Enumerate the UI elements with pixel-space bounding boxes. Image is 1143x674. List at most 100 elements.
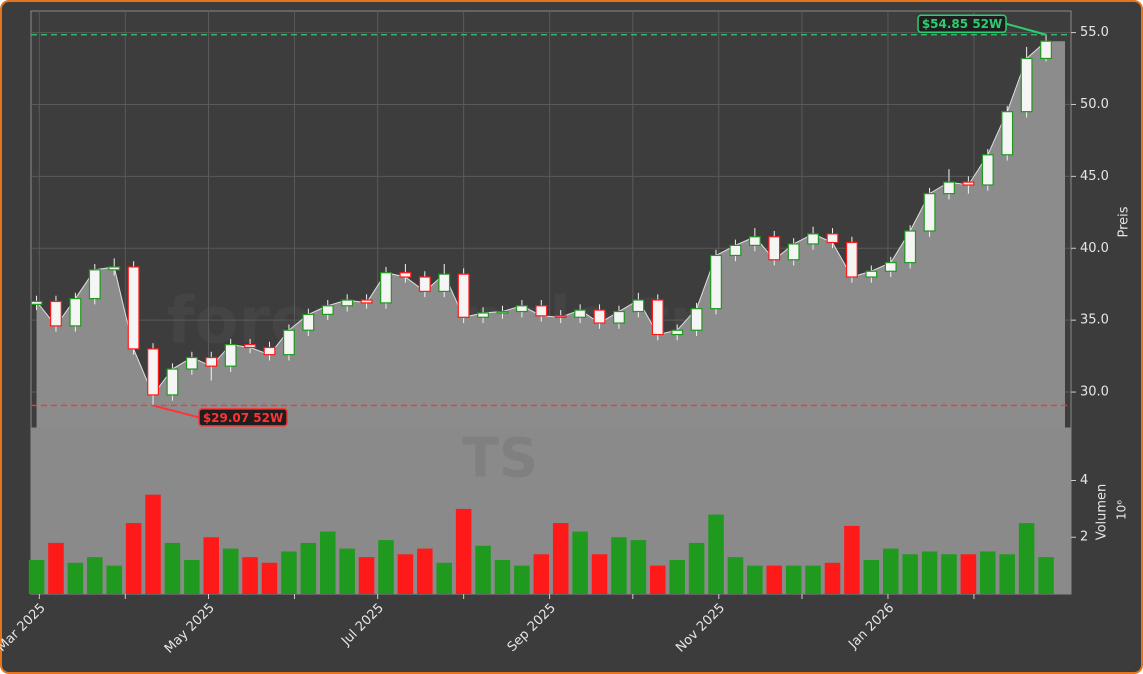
candle-body [768, 236, 781, 261]
candle-body [923, 193, 936, 232]
volume-bar [319, 531, 336, 594]
annotation-arrow [1005, 22, 1047, 36]
volume-bar [242, 557, 258, 594]
candle-body [826, 233, 839, 244]
volume-bar [941, 554, 957, 594]
candle-body [321, 305, 334, 316]
candle-body [1040, 40, 1052, 60]
y2-tick-label: 4 [1080, 473, 1088, 488]
annotation-label: $29.07 52W [203, 411, 283, 425]
volume-bar [475, 545, 491, 594]
candle-body [147, 348, 159, 396]
volume-bar [591, 554, 608, 594]
candle-body [205, 356, 218, 367]
volume-bar [650, 565, 666, 594]
candle-body [302, 313, 315, 331]
candle-body [341, 299, 354, 307]
volume-bar [1038, 557, 1054, 594]
candle-body [457, 273, 470, 318]
volume-bar [572, 531, 588, 594]
volume-bar [87, 557, 103, 594]
y-tick-label: 40.0 [1080, 241, 1109, 256]
candle-body [69, 297, 82, 327]
volume-bar [145, 494, 161, 594]
candle-body [981, 154, 994, 186]
y-tick-label: 55.0 [1080, 25, 1109, 40]
candle-body [535, 305, 548, 317]
volume-bar [397, 554, 414, 594]
volume-bar [67, 562, 84, 594]
volume-bar [222, 548, 239, 594]
volume-bar [339, 548, 355, 594]
volume-bar [630, 540, 647, 594]
volume-bar [378, 540, 394, 594]
candle-body [845, 241, 858, 278]
candle-body [515, 305, 528, 313]
candle-body [496, 310, 509, 314]
volume-bar [844, 525, 860, 594]
volume-bar [261, 562, 278, 594]
candle-body [865, 270, 878, 278]
volume-bar [824, 562, 841, 594]
y-tick-label: 30.0 [1080, 385, 1109, 400]
volume-bar [766, 565, 783, 594]
volume-bar [921, 551, 938, 594]
volume-bar [805, 565, 821, 594]
volume-bar [281, 551, 297, 594]
annotation-box [917, 14, 1007, 33]
volume-bar [611, 537, 627, 594]
candle-body [710, 254, 722, 310]
candle-body [554, 315, 567, 318]
volume-bar [747, 565, 763, 594]
candle-body [438, 273, 451, 292]
candle-body [574, 309, 587, 318]
volume-bar [1018, 523, 1035, 594]
y2-axis-label: Volumen [1095, 484, 1110, 541]
volume-bar [708, 514, 724, 594]
candle-body [962, 181, 975, 186]
candle-body [477, 312, 489, 318]
symbol-watermark: TS [462, 427, 538, 490]
volume-bar [436, 562, 452, 594]
candle-body [1001, 111, 1014, 156]
annotation-arrow [152, 404, 200, 419]
volume-bar [552, 523, 569, 594]
volume-bar [902, 554, 918, 594]
volume-bar [980, 551, 996, 594]
volume-bar [184, 559, 200, 594]
volume-bar [727, 557, 744, 594]
candle-body [244, 344, 257, 349]
candle-body [108, 266, 121, 271]
candle-body [787, 243, 800, 261]
candle-body [88, 269, 101, 300]
y-tick-label: 35.0 [1080, 313, 1109, 328]
volume-bar [300, 542, 317, 594]
candle-body [418, 276, 431, 292]
volume-bar [358, 557, 375, 594]
candle-body [807, 233, 820, 245]
candle-body [166, 368, 179, 396]
candle-body [399, 272, 412, 278]
candle-body [593, 309, 606, 324]
y2-offset: 10⁶ [1115, 500, 1129, 520]
volume-bar [455, 508, 472, 594]
candle-body [224, 344, 237, 367]
annotation-label: $54.85 52W [922, 17, 1002, 31]
volume-bar [999, 554, 1015, 594]
candle-body [748, 236, 761, 246]
volume-bar [203, 537, 220, 594]
candle-body [185, 356, 198, 370]
candle-body [50, 300, 62, 327]
volume-bar [960, 554, 977, 594]
volume-bar [164, 542, 181, 594]
volume-bar [125, 523, 142, 594]
candle-body [632, 299, 645, 313]
candle-body [380, 272, 392, 304]
y-tick-label: 45.0 [1080, 169, 1109, 184]
candle-body [263, 346, 276, 356]
volume-bar [48, 542, 64, 594]
candle-body [127, 266, 140, 350]
candle-body [360, 299, 373, 304]
volume-bar [863, 559, 880, 594]
